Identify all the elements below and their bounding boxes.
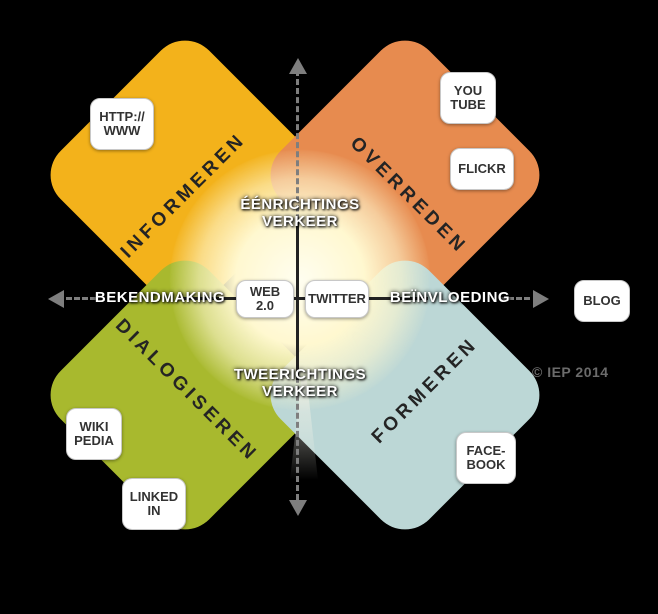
quadrant-diagram: INFORMEREN OVERREDEN DIALOGISEREN FORMER… xyxy=(0,0,658,614)
axis-label-top: ÉÉNRICHTINGS VERKEER xyxy=(200,196,400,231)
chip-web20: WEB 2.0 xyxy=(236,280,294,318)
axis-label-bottom: TWEERICHTINGS VERKEER xyxy=(200,366,400,401)
chip-twitter: TWITTER xyxy=(305,280,369,318)
arrow-up-icon xyxy=(289,58,307,74)
chip-http-www: HTTP:// WWW xyxy=(90,98,154,150)
arrow-down-icon xyxy=(289,500,307,516)
chip-facebook: FACE- BOOK xyxy=(456,432,516,484)
chip-flickr: FLICKR xyxy=(450,148,514,190)
copyright-text: © IEP 2014 xyxy=(532,364,609,380)
chip-linkedin: LINKED IN xyxy=(122,478,186,530)
chip-youtube: YOU TUBE xyxy=(440,72,496,124)
arrow-right-icon xyxy=(533,290,549,308)
axis-vertical-solid xyxy=(296,220,299,380)
axis-label-left: BEKENDMAKING xyxy=(90,289,230,306)
chip-wikipedia: WIKI PEDIA xyxy=(66,408,122,460)
axis-label-right: BEÏNVLOEDING xyxy=(380,289,520,306)
arrow-left-icon xyxy=(48,290,64,308)
chip-blog: BLOG xyxy=(574,280,630,322)
